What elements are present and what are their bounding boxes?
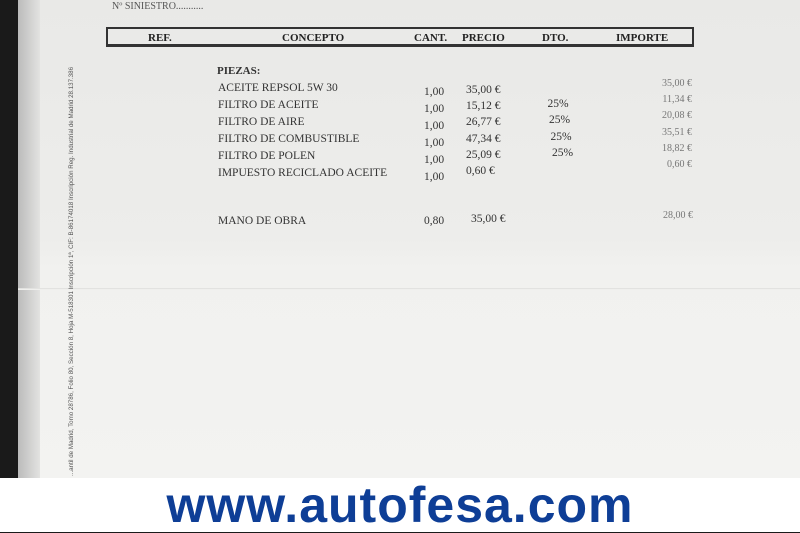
labor-precio: 35,00 € xyxy=(471,213,506,225)
item-precio: 47,34 € xyxy=(466,132,501,145)
paper-fold xyxy=(18,288,800,290)
table-header: REF. CONCEPTO CANT. PRECIO DTO. IMPORTE xyxy=(106,27,694,47)
col-ref: REF. xyxy=(148,32,172,44)
item-dto: 25% xyxy=(547,98,569,111)
col-concepto: CONCEPTO xyxy=(282,32,345,44)
paper-edge xyxy=(18,0,40,478)
item-cant: 1,00 xyxy=(424,86,445,98)
col-dto: DTO. xyxy=(542,32,569,44)
watermark-banner: www.autofesa.com xyxy=(0,478,800,532)
col-importe: IMPORTE xyxy=(616,32,669,44)
item-concepto: FILTRO DE ACEITE xyxy=(218,99,319,111)
item-precio: 0,60 € xyxy=(466,165,495,177)
item-concepto: ACEITE REPSOL 5W 30 xyxy=(218,82,338,94)
item-precio: 15,12 € xyxy=(466,100,501,113)
labor-importe: 28,00 € xyxy=(663,210,693,221)
section-piezas: PIEZAS: xyxy=(217,65,261,77)
item-importe: 18,82 € xyxy=(662,142,692,154)
col-cant: CANT. xyxy=(414,32,448,44)
item-importe: 20,08 € xyxy=(662,110,692,122)
item-concepto: FILTRO DE COMBUSTIBLE xyxy=(218,133,360,145)
item-cant: 1,00 xyxy=(424,103,445,115)
item-cant: 1,00 xyxy=(424,154,445,166)
watermark-url: www.autofesa.com xyxy=(166,477,634,533)
item-importe: 0,60 € xyxy=(667,159,692,170)
item-concepto: FILTRO DE POLEN xyxy=(218,150,316,162)
item-cant: 1,00 xyxy=(424,171,445,183)
item-dto: 25% xyxy=(549,114,571,127)
item-importe: 11,34 € xyxy=(662,94,692,106)
item-importe: 35,51 € xyxy=(662,126,692,138)
item-dto: 25% xyxy=(552,146,574,159)
item-precio: 26,77 € xyxy=(466,116,501,129)
registry-text: ...antil de Madrid, Tomo 28786, Folio 80… xyxy=(68,66,75,476)
item-dto: 25% xyxy=(550,130,572,143)
item-precio: 35,00 € xyxy=(466,84,501,96)
labor-cant: 0,80 xyxy=(424,215,445,227)
col-precio: PRECIO xyxy=(462,32,505,44)
labor-concepto: MANO DE OBRA xyxy=(218,215,307,227)
item-precio: 25,09 € xyxy=(466,148,501,161)
item-concepto: FILTRO DE AIRE xyxy=(218,116,305,128)
siniestro-label: Nº SINIESTRO........... xyxy=(112,1,204,12)
invoice-paper xyxy=(18,0,800,478)
item-cant: 1,00 xyxy=(424,120,445,132)
item-concepto: IMPUESTO RECICLADO ACEITE xyxy=(218,167,388,179)
item-cant: 1,00 xyxy=(424,137,445,149)
item-importe: 35,00 € xyxy=(662,78,692,89)
